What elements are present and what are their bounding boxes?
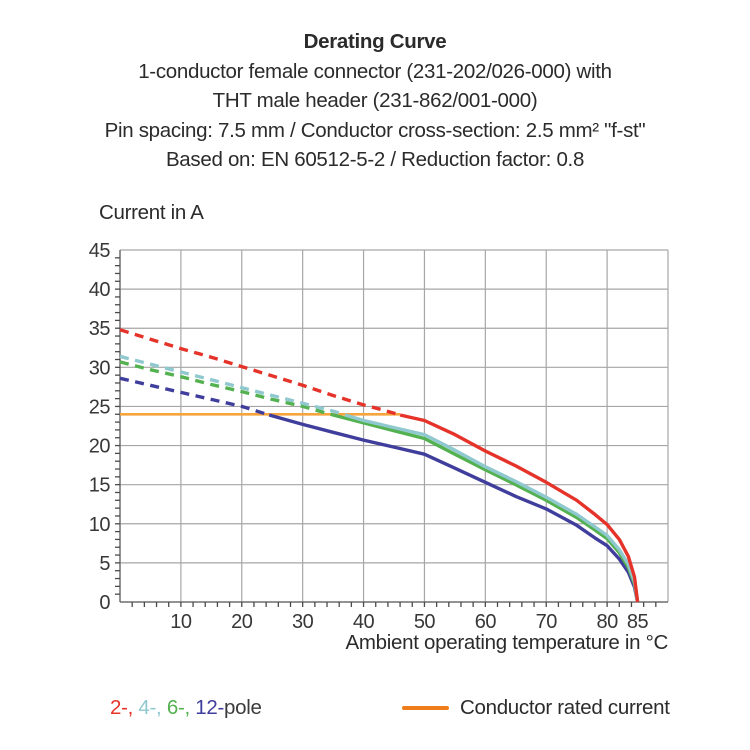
header-line-pin-spacing: Pin spacing: 7.5 mm / Conductor cross-se…: [104, 118, 646, 142]
x-axis-title: Ambient operating temperature in °C: [345, 631, 669, 654]
svg-text:45: 45: [89, 240, 111, 262]
legend: 2-, 4-, 6-, 12-pole Conductor rated curr…: [0, 693, 750, 729]
svg-text:20: 20: [89, 436, 111, 458]
rated-current-label: Conductor rated current: [460, 696, 670, 719]
header-line-header: THT male header (231-862/001-000): [212, 89, 538, 112]
svg-text:40: 40: [89, 279, 111, 301]
legend-pole-item: 4-,: [138, 696, 167, 719]
svg-text:10: 10: [89, 514, 111, 536]
svg-text:5: 5: [99, 553, 110, 575]
chart-header: Derating Curve 1-conductor female connec…: [0, 27, 750, 175]
svg-text:80: 80: [596, 611, 618, 633]
rated-current-line-swatch: [402, 705, 449, 711]
svg-text:15: 15: [89, 475, 111, 497]
header-line-based-on: Based on: EN 60512-5-2 / Reduction facto…: [165, 148, 585, 171]
svg-text:35: 35: [89, 318, 111, 340]
svg-text:60: 60: [475, 611, 497, 633]
y-axis-title: Current in A: [99, 201, 204, 224]
legend-pole-item: 6-,: [166, 696, 196, 719]
svg-text:25: 25: [89, 396, 111, 418]
svg-text:10: 10: [170, 611, 192, 633]
svg-text:50: 50: [414, 611, 436, 633]
svg-text:30: 30: [292, 611, 314, 633]
svg-text:20: 20: [231, 611, 253, 633]
legend-pole-item: pole: [224, 696, 262, 719]
page-title: Derating Curve: [303, 30, 447, 53]
svg-text:30: 30: [89, 357, 111, 379]
svg-text:40: 40: [353, 611, 375, 633]
legend-rated-group: Conductor rated current: [402, 693, 670, 723]
legend-pole-group: 2-, 4-, 6-, 12-pole: [110, 696, 262, 720]
legend-pole-item: 12-: [195, 696, 224, 719]
header-line-connector: 1-conductor female connector (231-202/02…: [138, 59, 612, 83]
legend-pole-item: 2-,: [110, 696, 139, 719]
svg-text:85: 85: [627, 611, 649, 633]
svg-text:0: 0: [99, 592, 110, 614]
svg-text:70: 70: [536, 611, 558, 633]
